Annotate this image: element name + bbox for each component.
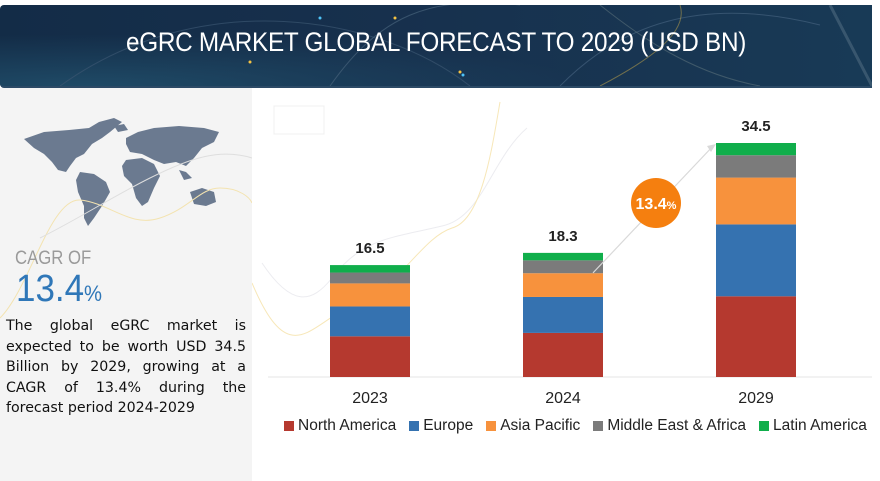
bar-segment-2024-europe <box>523 296 603 333</box>
legend-item: Europe <box>409 417 473 435</box>
legend-label: Europe <box>423 417 474 434</box>
cagr-bubble-unit: % <box>667 200 677 212</box>
legend-label: North America <box>298 417 397 434</box>
legend-label: Latin America <box>773 417 867 434</box>
bar-segment-2029-europe <box>716 224 796 297</box>
bar-segment-2029-asia-pacific <box>716 177 796 225</box>
x-tick-label: 2029 <box>738 390 774 407</box>
legend-swatch <box>593 421 604 431</box>
bar-segment-2024-asia-pacific <box>523 273 603 297</box>
stacked-bar-chart: 16.5 2023 18.3 2024 34.5 2029 13.4% <box>252 101 872 407</box>
bar-segment-2024-middle-east-africa <box>523 260 603 274</box>
bar-segment-2023-middle-east-africa <box>330 272 410 284</box>
chart-title: eGRC MARKET GLOBAL FORECAST TO 2029 (USD… <box>125 27 747 57</box>
bar-segment-2023-north-america <box>330 336 410 377</box>
cagr-bubble-label: 13.4% <box>636 196 677 213</box>
banner-decoration <box>59 5 872 86</box>
legend-swatch <box>759 421 770 431</box>
x-tick-label: 2024 <box>545 390 581 407</box>
bar-segment-2024-north-america <box>523 332 603 377</box>
chart-legend: North America Europe Asia Pacific Middle Ea… <box>284 417 867 435</box>
empty-placeholder-box <box>273 105 325 135</box>
summary-panel: CAGR OF 13.4% The global eGRC market is … <box>0 88 252 481</box>
cagr-percent: % <box>84 281 103 306</box>
bar-segment-2023-europe <box>330 306 410 337</box>
legend-item: Latin America <box>759 417 867 435</box>
bar-segment-2024-latin-america <box>523 252 603 261</box>
cagr-bubble <box>631 178 681 228</box>
growth-arrow-head <box>707 144 716 152</box>
legend-swatch <box>486 421 497 431</box>
legend-item: Asia Pacific <box>486 417 580 435</box>
world-map-icon <box>24 118 219 226</box>
cagr-bubble-number: 13.4 <box>636 196 667 213</box>
legend-item: North America <box>284 417 396 435</box>
market-description: The global eGRC market is expected to be… <box>6 318 246 416</box>
bar-segment-2023-latin-america <box>330 265 410 273</box>
legend-label: Middle East & Africa <box>607 417 747 434</box>
x-tick-label: 2023 <box>352 390 388 407</box>
bar-total-label: 34.5 <box>741 118 770 135</box>
title-banner: eGRC MARKET GLOBAL FORECAST TO 2029 (USD… <box>0 5 872 88</box>
bar-segment-2023-asia-pacific <box>330 283 410 307</box>
bar-segment-2029-middle-east-africa <box>716 155 796 178</box>
legend-swatch <box>409 421 420 431</box>
decorative-curve <box>261 127 528 298</box>
legend-label: Asia Pacific <box>500 417 581 434</box>
bar-total-label: 16.5 <box>355 240 384 257</box>
cagr-label: CAGR OF <box>15 248 92 269</box>
cagr-number: 13.4 <box>16 268 85 310</box>
legend-item: Middle East & Africa <box>593 417 746 435</box>
bar-total-label: 18.3 <box>548 228 577 245</box>
cagr-value: 13.4% <box>16 268 102 311</box>
bar-segment-2029-north-america <box>716 296 796 377</box>
bar-segment-2029-latin-america <box>716 143 796 156</box>
legend-swatch <box>284 421 294 431</box>
decorative-curves <box>0 153 252 319</box>
